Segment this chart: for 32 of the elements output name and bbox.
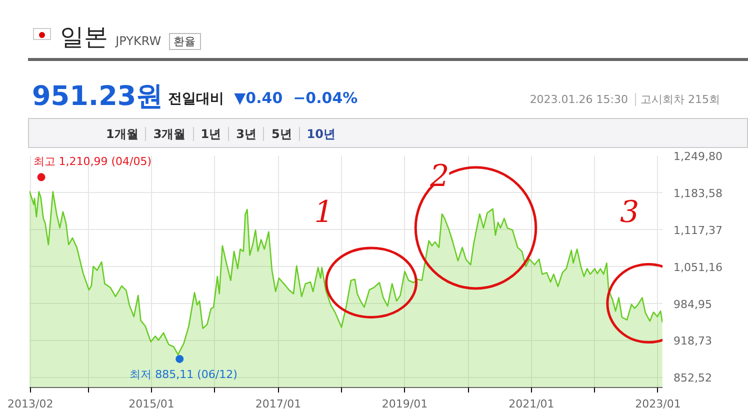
text: 951.23원 [32,80,164,114]
y-tick-label: 984,95 [674,298,712,311]
annotation: 1 [314,195,334,230]
text: 환율 [168,33,201,50]
x-tick-label: 2019/01 [382,398,428,410]
annotation: 2 [429,158,450,194]
x-tick-label: 2021/01 [508,398,554,410]
text: 3년 [228,127,264,141]
x-tick-label: 2013/02 [8,398,54,410]
text: 1년 [192,127,228,141]
text: 전일대비 [168,91,224,107]
text: ▼0.40 −0.04% [234,89,358,107]
text: 10년 [298,127,342,141]
y-tick-label: 918,73 [674,334,712,348]
text: 고시회차 215회 [634,93,720,106]
chart-title: 일본 [60,23,108,51]
annotation: 최고 1,210,99 (04/05) [33,155,152,168]
text: 5년 [263,127,299,141]
y-tick-label: 852,52 [674,372,712,385]
x-tick-label: 2023/01 [635,398,681,410]
y-tick-label: 1,051,16 [674,260,722,274]
x-tick-label: 2015/01 [128,398,174,410]
annotation: 최저 885,11 (06/12) [130,368,238,381]
text: 1개월 [105,127,140,141]
chart-subtitle: JPYKRW [116,34,162,48]
y-tick-label: 1,117,37 [674,224,722,237]
x-tick-label: 2017/01 [255,398,302,410]
y-tick-label: 1,183,58 [674,186,722,200]
y-tick-label: 1,249,80 [674,150,722,163]
text: 3개월 [145,127,193,141]
annotation: 3 [620,195,640,230]
text: 2023.01.26 15:30 [530,93,628,106]
